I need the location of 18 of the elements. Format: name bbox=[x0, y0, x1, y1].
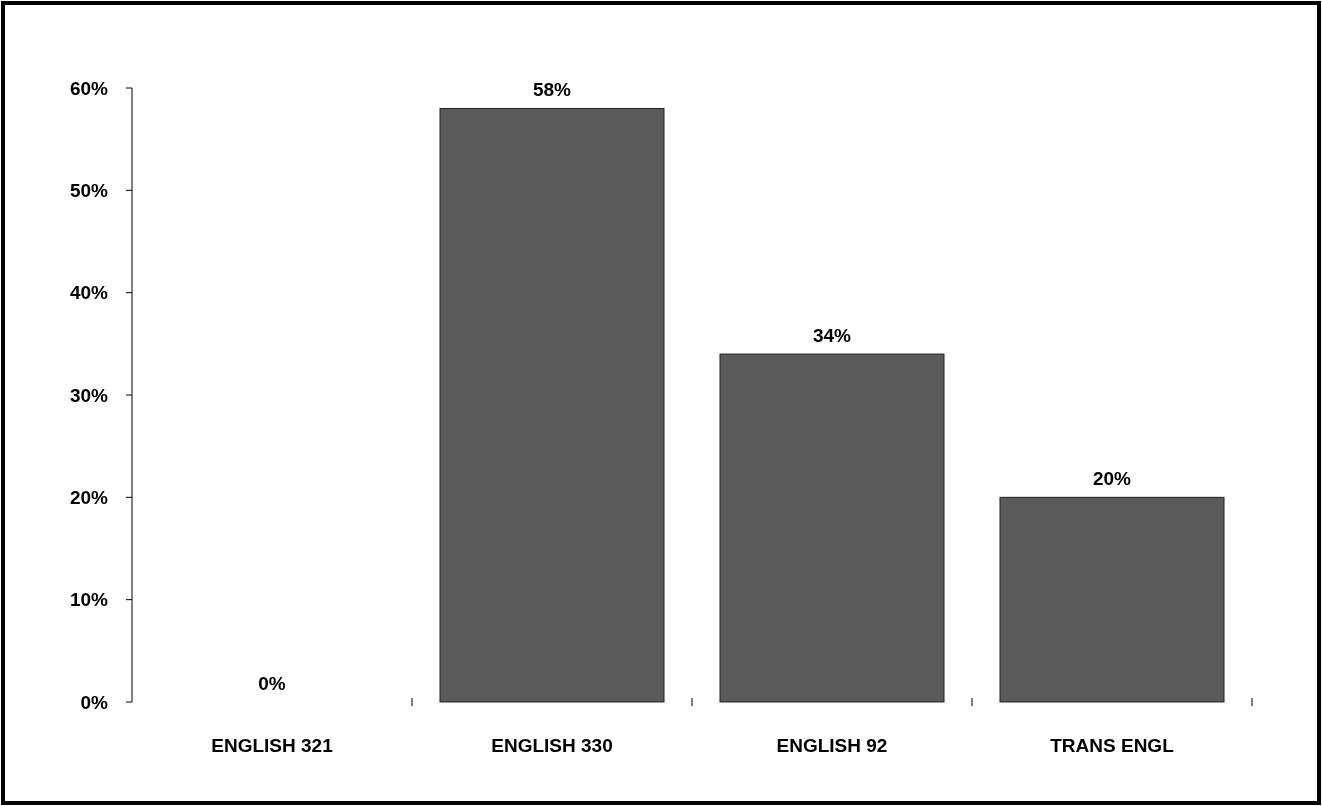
data-label: 58% bbox=[532, 79, 572, 101]
x-tick-label: TRANS ENGL bbox=[1050, 735, 1175, 756]
bar bbox=[719, 353, 945, 703]
y-tick-label: 0% bbox=[80, 691, 109, 713]
x-tick-label: ENGLISH 92 bbox=[776, 735, 888, 756]
y-tick-label: 60% bbox=[69, 77, 109, 99]
y-tick-label: 20% bbox=[69, 486, 109, 508]
y-tick-label: 10% bbox=[69, 589, 109, 611]
bar bbox=[999, 496, 1225, 703]
data-label: 20% bbox=[1092, 468, 1132, 490]
x-tick-label: ENGLISH 321 bbox=[211, 735, 334, 756]
y-tick-label: 30% bbox=[69, 384, 109, 406]
data-label: 34% bbox=[812, 325, 852, 347]
data-label: 0% bbox=[258, 673, 286, 694]
y-tick-label: 50% bbox=[69, 179, 109, 201]
x-tick-label: ENGLISH 330 bbox=[491, 735, 613, 756]
bar bbox=[439, 107, 665, 703]
y-tick-label: 40% bbox=[69, 282, 109, 304]
